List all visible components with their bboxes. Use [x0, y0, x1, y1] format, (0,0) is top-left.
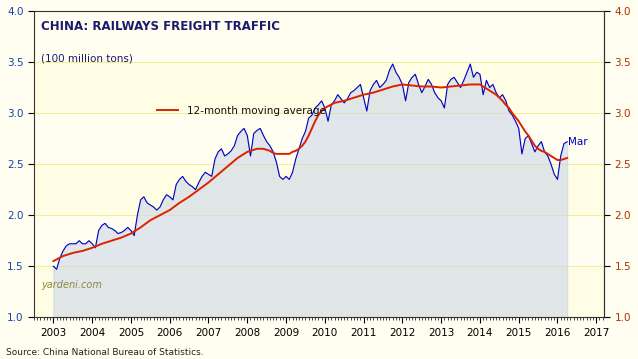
Bar [34, 266, 604, 317]
Bar [34, 62, 604, 113]
Text: yardeni.com: yardeni.com [41, 280, 101, 290]
Text: (100 million tons): (100 million tons) [41, 54, 133, 64]
Text: CHINA: RAILWAYS FREIGHT TRAFFIC: CHINA: RAILWAYS FREIGHT TRAFFIC [41, 20, 280, 33]
Legend: 12-month moving average: 12-month moving average [153, 102, 330, 120]
Text: Mar: Mar [568, 137, 588, 146]
Bar [34, 164, 604, 215]
Text: Source: China National Bureau of Statistics.: Source: China National Bureau of Statist… [6, 348, 204, 357]
